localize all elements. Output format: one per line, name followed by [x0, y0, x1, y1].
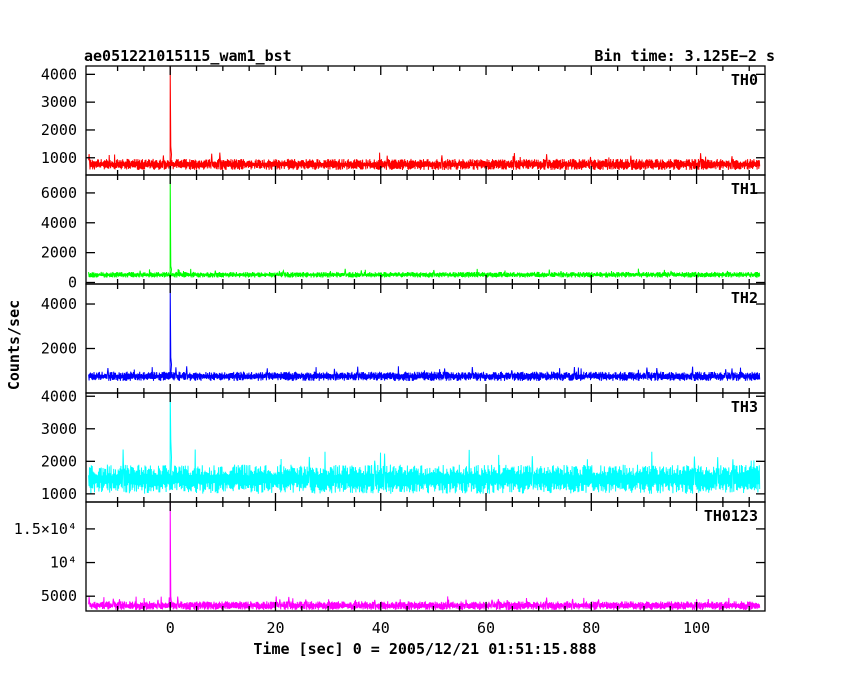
- y-tick-label-th0: 1000: [41, 149, 77, 167]
- panel-label-th2: TH2: [731, 289, 758, 307]
- y-tick-label-th1: 0: [68, 274, 77, 292]
- series-line-th0: [88, 65, 761, 171]
- y-tick-label-th0: 3000: [41, 93, 77, 111]
- y-tick-label-th3: 1000: [41, 485, 77, 503]
- panels-group: TH01000200030004000TH10200040006000TH220…: [14, 65, 766, 637]
- panel-label-th3: TH3: [731, 398, 758, 416]
- x-tick-label: 80: [582, 619, 600, 637]
- panel-frame-th0123: [85, 501, 766, 612]
- y-axis-label: Counts/sec: [5, 300, 23, 390]
- chart-title: ae051221015115_wam1_bst: [84, 47, 292, 65]
- panel-label-th0123: TH0123: [704, 507, 758, 525]
- y-tick-label-th1: 4000: [41, 214, 77, 232]
- chart-subtitle: Bin time: 3.125E−2 s: [594, 47, 775, 65]
- y-tick-label-th0123: 10⁴: [50, 554, 77, 572]
- y-tick-label-th3: 4000: [41, 387, 77, 405]
- y-tick-label-th0: 4000: [41, 65, 77, 83]
- x-tick-label: 100: [683, 619, 710, 637]
- y-tick-label-th2: 2000: [41, 340, 77, 358]
- y-tick-label-th0123: 1.5×10⁴: [14, 520, 77, 538]
- series-line-th2: [88, 283, 761, 382]
- y-tick-label-th3: 2000: [41, 452, 77, 470]
- x-tick-label: 60: [477, 619, 495, 637]
- x-tick-label: 20: [266, 619, 284, 637]
- y-tick-label-th2: 4000: [41, 295, 77, 313]
- y-tick-label-th0123: 5000: [41, 587, 77, 605]
- series-line-th3: [88, 392, 761, 494]
- panel-label-th0: TH0: [731, 71, 758, 89]
- y-tick-label-th1: 2000: [41, 244, 77, 262]
- x-tick-label: 40: [372, 619, 390, 637]
- series-line-th0123: [88, 501, 761, 611]
- series-line-th1: [88, 174, 761, 278]
- x-tick-label: 0: [166, 619, 175, 637]
- x-axis-label: Time [sec] 0 = 2005/12/21 01:51:15.888: [253, 640, 596, 658]
- y-tick-label-th3: 3000: [41, 420, 77, 438]
- y-tick-label-th0: 2000: [41, 121, 77, 139]
- y-tick-label-th1: 6000: [41, 184, 77, 202]
- panel-frame-th1: [85, 174, 766, 285]
- panel-frame-th0: [85, 65, 766, 176]
- panel-label-th1: TH1: [731, 180, 758, 198]
